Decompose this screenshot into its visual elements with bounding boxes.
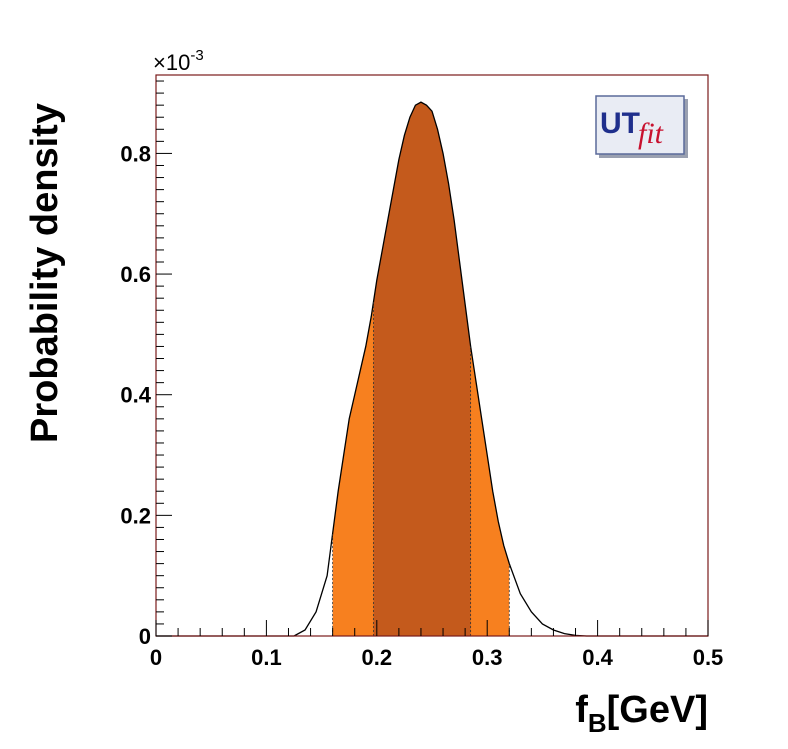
y-tick-label: 0.2	[120, 503, 151, 528]
x-tick-label: 0.1	[251, 645, 282, 670]
band-68	[373, 102, 471, 636]
logo-ut-text: UT	[600, 107, 640, 140]
x-axis-title-main: f	[575, 689, 588, 731]
y-exponent-base: ×10	[153, 50, 190, 75]
y-exponent-power: -3	[190, 47, 203, 64]
x-tick-label: 0.2	[362, 645, 393, 670]
x-tick-label: 0.4	[582, 645, 613, 670]
x-axis-ticks	[155, 620, 709, 636]
x-tick-label: 0	[150, 645, 162, 670]
x-axis-title-sub: B	[588, 708, 607, 738]
y-tick-label: 0	[139, 624, 151, 649]
logo-box	[595, 95, 685, 155]
logo-fit-text: fit	[638, 117, 664, 150]
x-tick-label: 0.5	[693, 645, 724, 670]
utfit-logo: UT fit	[595, 95, 688, 158]
x-tick-labels: 0 0.1 0.2 0.3 0.4 0.5	[150, 645, 723, 670]
y-tick-label: 0.4	[120, 383, 151, 408]
y-axis-ticks	[156, 80, 172, 637]
band-area-inner	[373, 102, 471, 636]
y-tick-label: 0.8	[120, 141, 151, 166]
y-exponent-label: ×10-3	[153, 47, 204, 75]
x-axis-title-unit: [GeV]	[607, 689, 708, 731]
y-tick-labels: 0 0.2 0.4 0.6 0.8	[120, 141, 151, 649]
density-curve	[156, 101, 708, 637]
y-tick-label: 0.6	[120, 262, 151, 287]
y-axis-title: Probability density	[24, 103, 66, 443]
band-dividers	[332, 301, 510, 636]
x-axis-title: fB[GeV]	[575, 689, 708, 738]
x-tick-label: 0.3	[472, 645, 503, 670]
plot-frame	[155, 74, 709, 637]
